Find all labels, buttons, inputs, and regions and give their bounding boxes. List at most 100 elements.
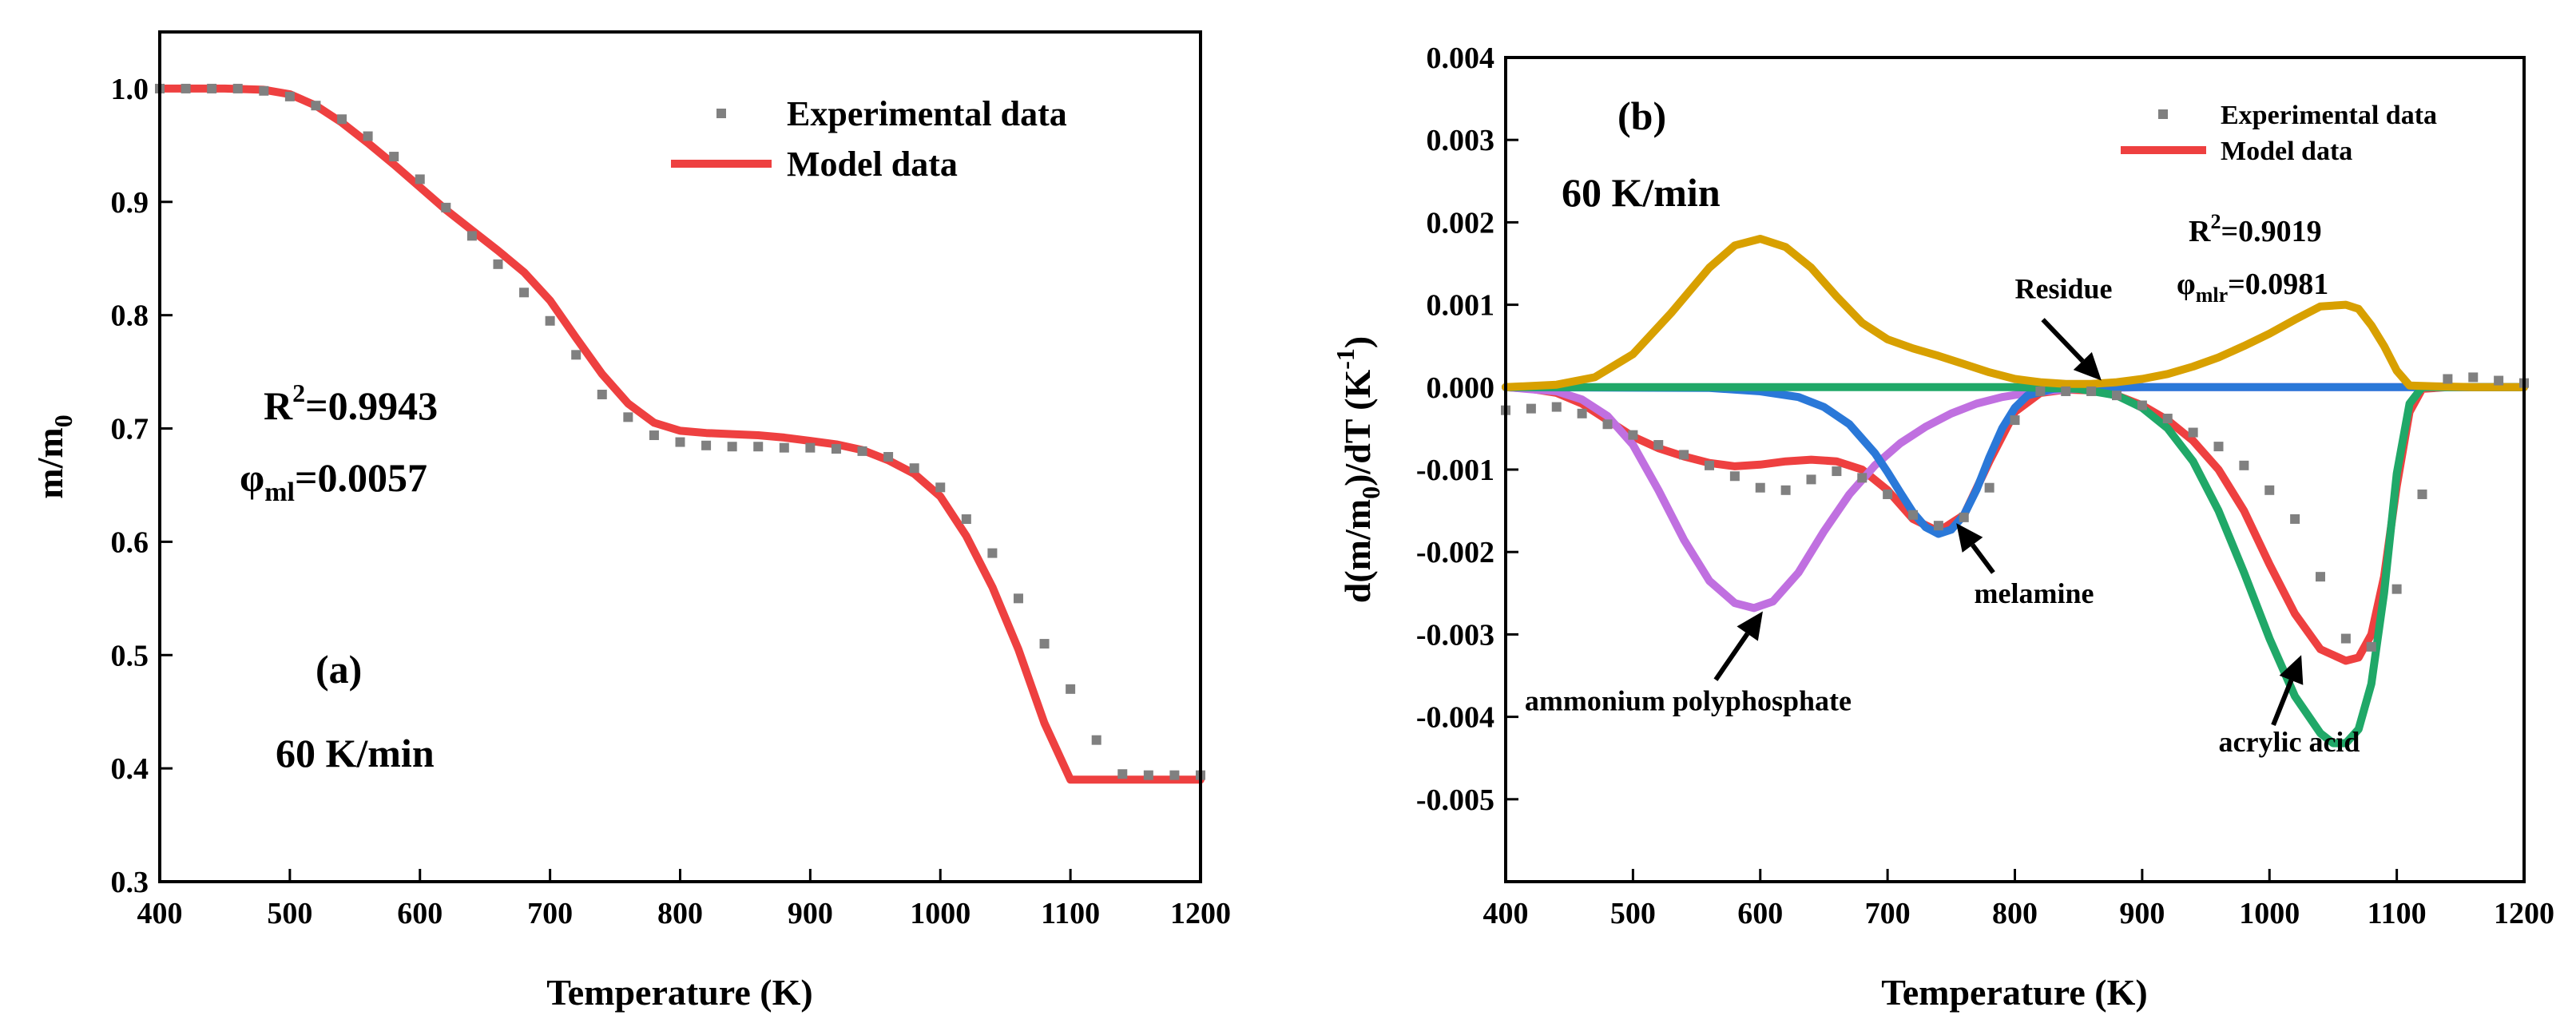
panel-b-experimental-point [1653,440,1664,450]
ammonium-polyphosphate-label: ammonium polyphosphate [1525,684,1852,716]
panel-a: 400 500 600 700 800 900 1000 1100 1200 0.3 0.4 0.5 0… [30,30,1231,1013]
panel-b-experimental-point [1628,430,1638,440]
panel-b-experimental-point [1551,402,1562,412]
panel-a-experimental-point [961,514,971,525]
panel-a-experimental-point [1091,735,1101,745]
panel-a-experimental-point [311,101,321,111]
panel-b-series [1501,235,2529,748]
panel-b-acrylic-acid-line [1502,383,2528,748]
panel-a-xtick-label: 1200 [1170,897,1231,930]
panel-a-ytick-label: 0.8 [111,299,149,333]
panel-a-ytick-label: 0.6 [111,525,149,559]
panel-b-experimental-point [2468,372,2479,383]
legend-marker [2158,109,2168,119]
panel-a-ytick-label: 0.7 [111,413,149,446]
melamine-label: melamine [1975,577,2094,609]
legend-marker [716,109,726,118]
panel-b-residue-line [1502,235,2528,391]
panel-a-experimental-point [441,202,451,212]
panel-b-experimental-point [2417,489,2427,499]
residue-label: Residue [2015,272,2113,304]
panel-b-xtick-label: 700 [1865,897,1911,930]
panel-b-experimental-point [2340,633,2351,644]
melamine-arrow [1956,523,1995,574]
acrylic-acid-arrow [2271,655,2304,727]
panel-b-experimental-point [2188,427,2198,438]
panel-a-experimental-point [363,131,373,141]
panel-a-experimental-point [519,288,530,298]
panel-b-experimental-point [1857,473,1868,483]
panel-b-frame [1504,56,2526,883]
panel-a-model-data-line [156,84,1205,784]
panel-b-experimental-point [1984,482,1995,493]
panel-b-experimental-point [2061,386,2071,396]
panel-a-experimental-point [649,430,659,441]
panel-a-experimental-point [232,83,243,93]
panel-a-experimental-point [805,442,816,453]
panel-a-xtick-label: 900 [788,897,833,930]
panel-b-xtick-label: 800 [1992,897,2038,930]
panel-a-experimental-point [597,389,607,399]
panel-b-experimental-point [1755,482,1765,493]
panel-a-experimental-point [1169,770,1180,780]
panel-a-ytick-label: 0.3 [111,866,149,899]
panel-a-rate-label: 60 K/min [276,731,435,775]
panel-b-legend: Experimental data Model data [2121,101,2437,166]
panel-b-experimental-point [2316,572,2325,582]
panel-b-xtick-label: 900 [2119,897,2165,930]
panel-b-experimental-point [1679,450,1689,460]
panel-a-ytick-label: 0.4 [111,752,149,786]
panel-b-experimental-point [1959,512,1969,522]
panel-a-experimental-point [987,548,998,558]
panel-a-experimental-point [1143,770,1153,780]
panel-b-xtick-label: 600 [1737,897,1783,930]
panel-a-experimental-point [493,259,503,269]
panel-b-ytick-label: 0.000 [1427,371,1495,405]
panel-b-ytick-label: 0.003 [1427,124,1495,157]
panel-b: 400 500 600 700 800 900 1000 1100 1200 -0.005 -0.0… [1331,42,2554,1013]
panel-b-experimental-point [2010,415,2020,426]
panel-b-xlabel: Temperature (K) [1881,972,2147,1013]
panel-a-frame [158,30,1202,883]
panel-a-experimental-point [623,412,633,422]
panel-a-xtick-label: 1100 [1041,897,1100,930]
panel-a-experimental-point [337,114,347,125]
panel-a-xtick-label: 800 [657,897,703,930]
panel-b-experimental-point [1602,419,1613,430]
panel-a-r2-annotation: R2=0.9943 [264,379,438,428]
panel-a-ytick-label: 0.5 [111,639,149,672]
panel-b-experimental-point [1883,489,1893,499]
panel-a-experimental-point [207,83,217,93]
panel-b-experimental-point [2264,485,2275,495]
panel-a-series [155,83,1205,784]
panel-b-experimental-point [1933,521,1943,531]
panel-a-xtick-label: 400 [137,897,183,930]
residue-arrow [2041,318,2102,381]
panel-a-legend-experimental-label: Experimental data [787,94,1067,133]
panel-b-experimental-point [2290,514,2300,524]
panel-b-experimental-point [2443,374,2453,384]
panel-a-experimental-point [181,83,191,93]
panel-a-ytick-label: 1.0 [111,73,149,106]
panel-a-experimental-point [284,91,295,101]
panel-b-experimental-point [1577,408,1587,418]
panel-b-r2-annotation: R2=0.9019 [2189,210,2322,248]
panel-a-experimental-point [571,350,581,360]
panel-a-experimental-point [831,444,841,454]
panel-a-xtick-label: 1000 [910,897,970,930]
panel-b-experimental-point [2086,386,2097,396]
panel-a-legend-experimental-swatch [716,109,726,118]
panel-a-experimental-point [466,231,477,241]
panel-b-ytick-label: 0.002 [1427,206,1495,240]
panel-b-ytick-label: -0.001 [1416,454,1494,487]
panel-a-experimental-point [779,442,789,453]
panel-b-arrows [1713,318,2304,727]
panel-b-legend-experimental-label: Experimental data [2221,101,2437,130]
panel-b-ytick-label: -0.005 [1416,783,1494,817]
panel-a-experimental-point [545,315,555,326]
panel-a-experimental-point [1039,639,1050,649]
panel-b-ytick-label: -0.003 [1416,618,1494,652]
acrylic-acid-label: acrylic acid [2219,726,2360,758]
panel-b-experimental-point [2366,641,2376,652]
